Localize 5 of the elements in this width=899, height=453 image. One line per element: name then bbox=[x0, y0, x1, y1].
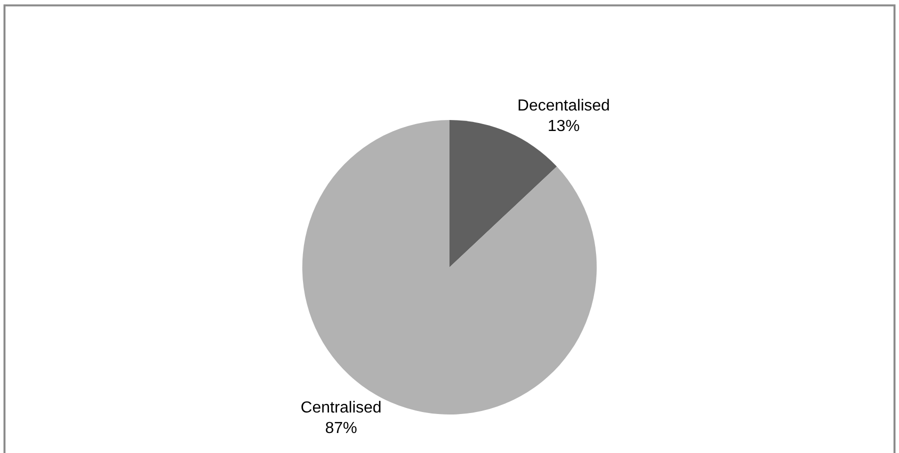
data-label: 87% bbox=[325, 420, 358, 438]
pie-slice bbox=[302, 120, 597, 414]
slice-label: Decentalised bbox=[517, 97, 610, 114]
data-label: 13% bbox=[548, 118, 580, 136]
slice-label: Centralised bbox=[300, 399, 382, 416]
